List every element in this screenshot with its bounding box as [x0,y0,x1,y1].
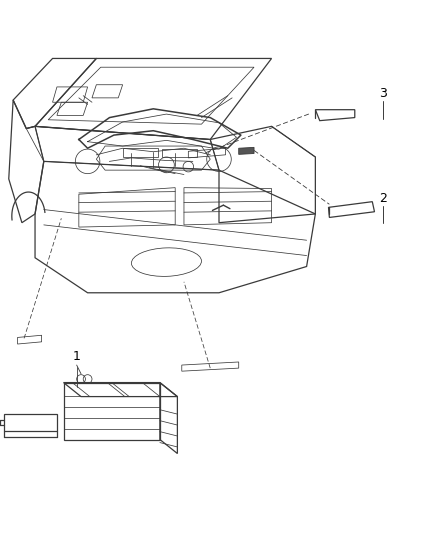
Text: 2: 2 [379,192,387,205]
Polygon shape [239,147,254,155]
Text: 3: 3 [379,87,387,100]
Text: 1: 1 [73,350,81,363]
